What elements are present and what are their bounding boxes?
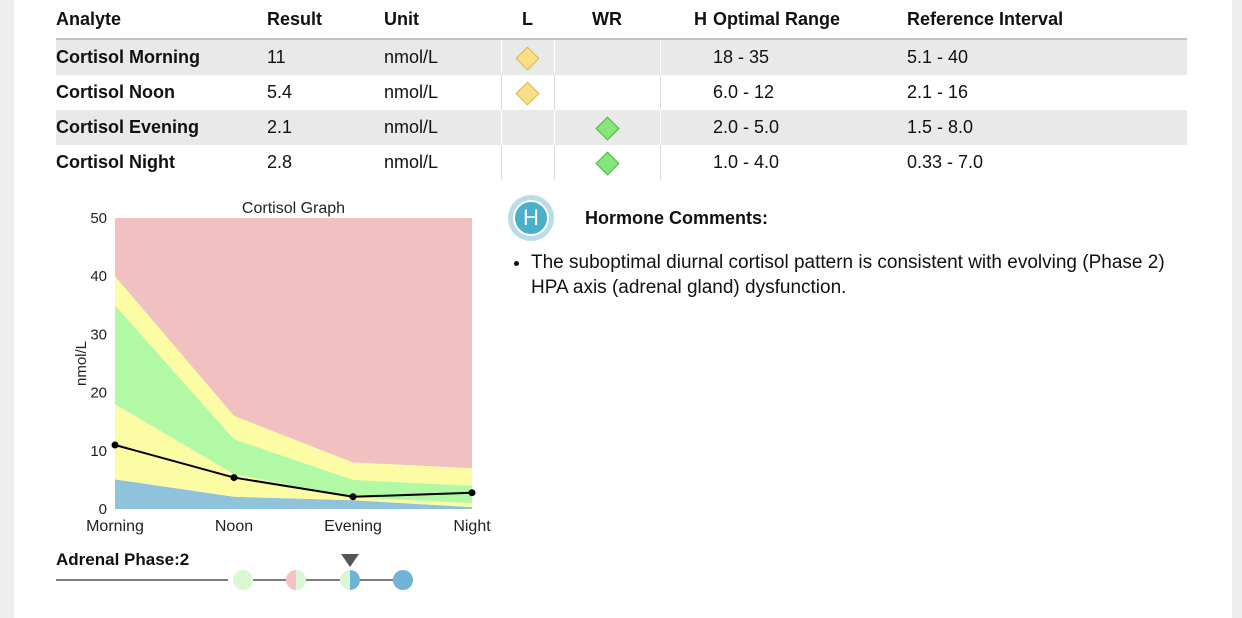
range-band-4 (115, 218, 472, 469)
cortisol-chart: 0 10 20 30 40 50 Morning Noon Evening Night Cortis… (64, 190, 514, 550)
table-row: Cortisol Noon 5.4 nmol/L 6.0 - 12 2.1 - … (56, 75, 1187, 110)
phase-connector (306, 579, 340, 581)
header-within-range: WR (554, 0, 660, 40)
unit-value: nmol/L (384, 39, 501, 75)
flag-within-cell (553, 39, 660, 75)
table-row: Cortisol Night 2.8 nmol/L 1.0 - 4.0 0.33… (56, 145, 1187, 180)
range-band-3 (115, 276, 472, 486)
optimal-range-value: 2.0 - 5.0 (713, 110, 907, 145)
data-point (349, 493, 357, 501)
cortisol-chart-svg: 0 10 20 30 40 50 Morning Noon Evening Night Cortis… (73, 200, 491, 535)
y-tick-label: 40 (90, 268, 107, 285)
optimal-range-value: 1.0 - 4.0 (713, 152, 780, 172)
y-tick-label: 30 (90, 326, 107, 343)
header-unit: Unit (384, 0, 501, 40)
comment-item: The suboptimal diurnal cortisol pattern … (531, 250, 1171, 300)
chart-axes: 0 10 20 30 40 50 Morning Noon Evening Night Cortis… (73, 200, 491, 535)
unit-value: nmol/L (384, 82, 439, 102)
header-optimal-range: Optimal Range (713, 0, 907, 40)
optimal-range-value: 18 - 35 (713, 39, 907, 75)
header-high: H (660, 0, 713, 40)
range-band-1 (115, 404, 472, 508)
flag-low-cell (500, 75, 554, 110)
y-tick-label: 0 (99, 501, 107, 518)
table-header-row: Analyte Result Unit L WR H Optimal Range… (56, 0, 1187, 40)
optimal-range-value: 6.0 - 12 (713, 82, 775, 102)
unit-value: nmol/L (384, 152, 439, 172)
flag-low-cell (500, 145, 554, 180)
analyte-name: Cortisol Morning (56, 39, 267, 75)
y-axis-label: nmol/L (73, 341, 90, 386)
chart-title: Cortisol Graph (242, 200, 345, 217)
x-tick-label: Noon (215, 518, 253, 535)
table-row: Cortisol Morning 11 nmol/L 18 - 35 5.1 -… (56, 39, 1187, 75)
phase-marker-icon (341, 554, 359, 567)
phase-dot (233, 570, 253, 590)
y-tick-label: 50 (90, 210, 107, 227)
low-diamond-icon (515, 81, 540, 106)
range-band-2 (115, 305, 472, 504)
flag-within-cell (553, 145, 660, 180)
x-tick-label: Evening (324, 518, 382, 535)
phase-connector (360, 579, 393, 581)
data-point (230, 474, 238, 482)
adrenal-phase-value: 2 (179, 550, 190, 569)
hormone-comments-title: Hormone Comments: (585, 208, 769, 228)
result-value: 5.4 (267, 82, 293, 102)
analyte-name: Cortisol Noon (56, 82, 175, 102)
data-point (111, 441, 119, 449)
x-tick-label: Morning (86, 518, 144, 535)
y-tick-label: 20 (90, 385, 107, 402)
phase-underline (56, 579, 228, 581)
reference-interval-value: 1.5 - 8.0 (907, 110, 1187, 145)
header-low: L (501, 0, 554, 40)
header-reference-interval: Reference Interval (907, 0, 1187, 40)
table-row: Cortisol Evening 2.1 nmol/L 2.0 - 5.0 1.… (56, 110, 1187, 145)
report-page: Analyte Result Unit L WR H Optimal Range… (14, 0, 1232, 618)
within-range-diamond-icon (594, 116, 620, 141)
within-range-diamond-icon (594, 151, 620, 176)
flag-high-cell (659, 39, 713, 75)
adrenal-phase-label: Adrenal Phase:2 (56, 550, 189, 570)
result-value: 2.1 (267, 110, 384, 145)
low-diamond-icon (515, 46, 540, 71)
hormone-h-letter: H (513, 200, 549, 236)
analyte-name: Cortisol Evening (56, 110, 267, 145)
reference-interval-value: 5.1 - 40 (907, 39, 1187, 75)
unit-value: nmol/L (384, 110, 501, 145)
flag-low-cell (500, 110, 554, 145)
analyte-name: Cortisol Night (56, 152, 175, 172)
flag-low-cell (500, 39, 554, 75)
chart-series (111, 441, 476, 501)
flag-within-cell (553, 75, 660, 110)
phase-dot (286, 570, 306, 590)
flag-high-cell (659, 145, 713, 180)
phase-connector (253, 579, 286, 581)
series-line (114, 444, 473, 498)
hormone-h-icon: H (508, 195, 554, 241)
phase-dot (340, 570, 360, 590)
header-analyte: Analyte (56, 0, 267, 40)
y-tick-label: 10 (90, 443, 107, 460)
adrenal-phase-label-text: Adrenal Phase: (56, 550, 180, 569)
reference-interval-value: 0.33 - 7.0 (907, 152, 984, 172)
header-result: Result (267, 0, 384, 40)
range-band-0 (115, 479, 472, 509)
chart-bands (115, 218, 472, 509)
result-value: 2.8 (267, 152, 293, 172)
results-table: Analyte Result Unit L WR H Optimal Range… (56, 0, 1187, 180)
data-point (468, 489, 476, 497)
hormone-comments-list: The suboptimal diurnal cortisol pattern … (510, 250, 1171, 300)
reference-interval-value: 2.1 - 16 (907, 82, 969, 102)
result-value: 11 (267, 39, 384, 75)
phase-dot (393, 570, 413, 590)
flag-high-cell (659, 110, 713, 145)
x-tick-label: Night (453, 518, 491, 535)
flag-within-cell (553, 110, 660, 145)
flag-high-cell (659, 75, 713, 110)
